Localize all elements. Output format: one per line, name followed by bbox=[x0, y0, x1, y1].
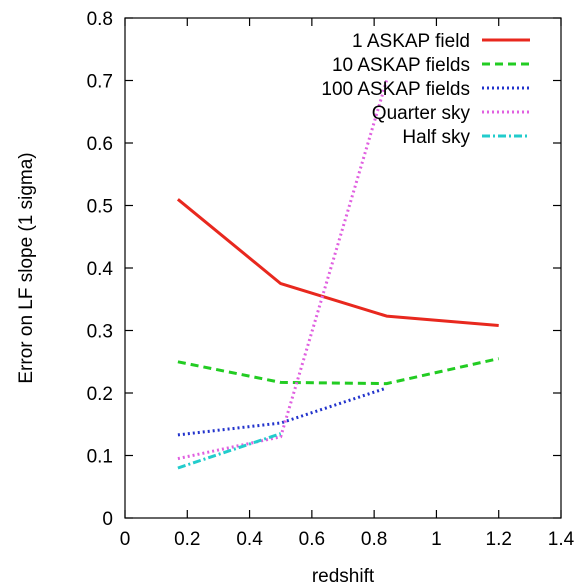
x-axis: 0 0.2 0.4 0.6 0.8 1 1.2 1.4 bbox=[120, 18, 575, 550]
legend-label: Half sky bbox=[402, 127, 470, 148]
y-tick-label: 0 bbox=[102, 509, 113, 530]
legend: 1 ASKAP field 10 ASKAP fields 100 ASKAP fi… bbox=[321, 31, 530, 148]
legend-label: 100 ASKAP fields bbox=[321, 79, 470, 100]
y-axis-label: Error on LF slope (1 sigma) bbox=[16, 152, 37, 383]
x-tick-label: 0.8 bbox=[361, 529, 387, 550]
y-tick-label: 0.3 bbox=[87, 322, 113, 343]
y-tick-label: 0.2 bbox=[87, 384, 113, 405]
y-tick-label: 0.1 bbox=[87, 447, 113, 468]
legend-label: 1 ASKAP field bbox=[352, 31, 470, 52]
x-tick-label: 1.2 bbox=[486, 529, 512, 550]
series-line-4 bbox=[177, 432, 282, 470]
legend-label: Quarter sky bbox=[372, 103, 471, 124]
series-line-3 bbox=[177, 80, 389, 461]
y-tick-label: 0.7 bbox=[87, 72, 113, 93]
y-tick-label: 0.8 bbox=[87, 9, 113, 30]
x-axis-label: redshift bbox=[312, 566, 375, 586]
series-line-0 bbox=[176, 198, 499, 327]
plot-series-group bbox=[176, 80, 500, 470]
series-line-1 bbox=[177, 357, 500, 386]
legend-label: 10 ASKAP fields bbox=[332, 55, 470, 76]
x-tick-label: 0.6 bbox=[299, 529, 325, 550]
x-tick-label: 0.4 bbox=[236, 529, 263, 550]
x-tick-label: 0.2 bbox=[174, 529, 200, 550]
x-tick-label: 1 bbox=[431, 529, 442, 550]
x-tick-label: 1.4 bbox=[548, 529, 575, 550]
y-axis: 0 0.1 0.2 0.3 0.4 0.5 0.6 0.7 0.8 bbox=[87, 9, 561, 530]
y-tick-label: 0.4 bbox=[87, 259, 114, 280]
y-tick-label: 0.5 bbox=[87, 197, 113, 218]
x-tick-label: 0 bbox=[120, 529, 131, 550]
y-tick-label: 0.6 bbox=[87, 134, 113, 155]
